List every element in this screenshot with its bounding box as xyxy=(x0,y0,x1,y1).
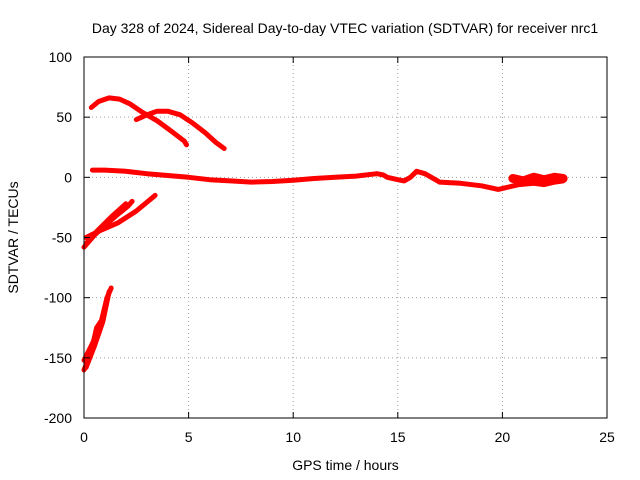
x-axis-label: GPS time / hours xyxy=(292,457,399,473)
x-tick-label: 15 xyxy=(390,429,406,445)
y-tick-label: 0 xyxy=(64,169,72,185)
series-layer xyxy=(81,95,568,373)
chart-title: Day 328 of 2024, Sidereal Day-to-day VTE… xyxy=(92,20,598,36)
x-tick-label: 10 xyxy=(285,429,301,445)
x-tick-label: 0 xyxy=(80,429,88,445)
series-line-arc-upper-1 xyxy=(88,95,189,148)
series-line-main-trace xyxy=(89,167,566,192)
y-tick-label: -150 xyxy=(44,350,72,366)
plot-frame xyxy=(83,56,608,419)
x-tick-label: 20 xyxy=(495,429,511,445)
series-line-low-arc-3 xyxy=(81,285,114,363)
y-tick-label: -200 xyxy=(44,410,72,426)
y-tick-label: -50 xyxy=(52,230,72,246)
series-line-scatter-band xyxy=(508,172,568,186)
grid-lines xyxy=(84,57,607,418)
y-tick-label: -100 xyxy=(44,290,72,306)
x-tick-label: 5 xyxy=(185,429,193,445)
y-tick-label: 50 xyxy=(56,109,72,125)
y-axis-label: SDTVAR / TECUs xyxy=(5,181,21,293)
axis-ticks: 0 5 10 15 20 25 -200 -150 -100 -50 0 50 100 xyxy=(44,49,615,445)
x-tick-label: 25 xyxy=(599,429,615,445)
y-tick-label: 100 xyxy=(49,49,73,65)
series-line-neg-arc-3 xyxy=(83,201,129,246)
series-line-arc-upper-2 xyxy=(133,108,227,151)
